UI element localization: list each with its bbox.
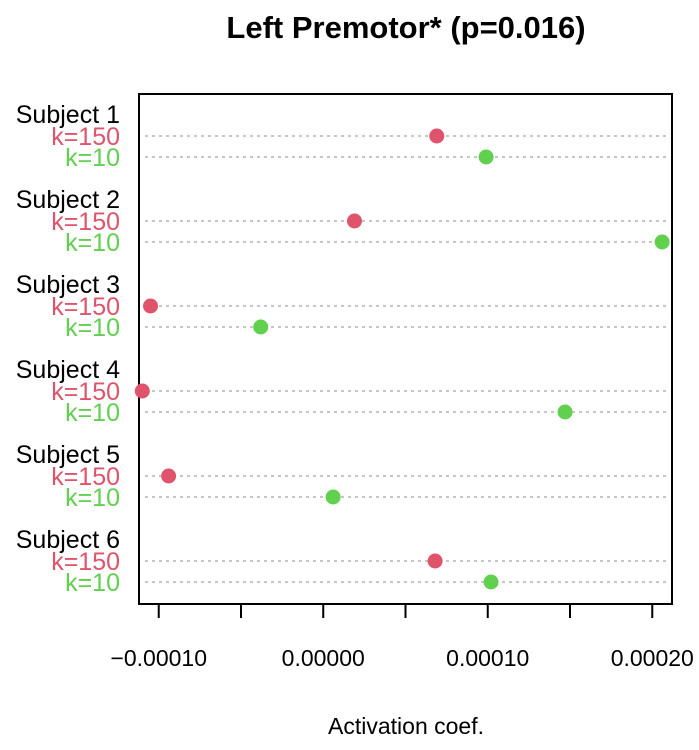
row-label: k=150	[51, 293, 120, 321]
grid-lines	[145, 135, 666, 583]
row-label: k=150	[51, 378, 120, 406]
row-label: k=10	[65, 229, 120, 257]
x-tick-label: 0.00020	[611, 645, 694, 671]
data-point	[429, 128, 445, 144]
row-label: k=10	[65, 569, 120, 597]
group-label: Subject 3	[16, 271, 120, 299]
group-label: Subject 2	[16, 186, 120, 214]
row-label: k=10	[65, 484, 120, 512]
x-tick-label: −0.00010	[110, 645, 207, 671]
data-point	[557, 404, 573, 420]
row-label: k=10	[65, 399, 120, 427]
row-label: k=150	[51, 208, 120, 236]
x-axis: −0.00010 0.00000 0.00010 0.00020	[110, 604, 694, 671]
row-label: k=10	[65, 314, 120, 342]
group-label: Subject 5	[16, 441, 120, 469]
data-point	[347, 213, 363, 229]
x-tick-label: 0.00010	[446, 645, 529, 671]
chart-title: Left Premotor* (p=0.016)	[226, 10, 585, 45]
data-point	[654, 234, 670, 250]
plot-area	[138, 93, 673, 605]
data-point	[253, 319, 269, 335]
data-point	[478, 149, 494, 165]
data-points	[134, 128, 670, 590]
data-point	[325, 489, 341, 505]
x-axis-label: Activation coef.	[328, 713, 484, 739]
data-point	[143, 298, 159, 314]
data-point	[483, 574, 499, 590]
group-label: Subject 4	[16, 356, 120, 384]
x-tick-label: 0.00000	[282, 645, 365, 671]
data-point	[427, 553, 443, 569]
row-label: k=150	[51, 548, 120, 576]
group-label: Subject 6	[16, 526, 120, 554]
row-label: k=150	[51, 123, 120, 151]
data-point	[134, 383, 150, 399]
row-label: k=10	[65, 144, 120, 172]
row-label: k=150	[51, 463, 120, 491]
group-label: Subject 1	[16, 101, 120, 129]
data-point	[161, 468, 177, 484]
